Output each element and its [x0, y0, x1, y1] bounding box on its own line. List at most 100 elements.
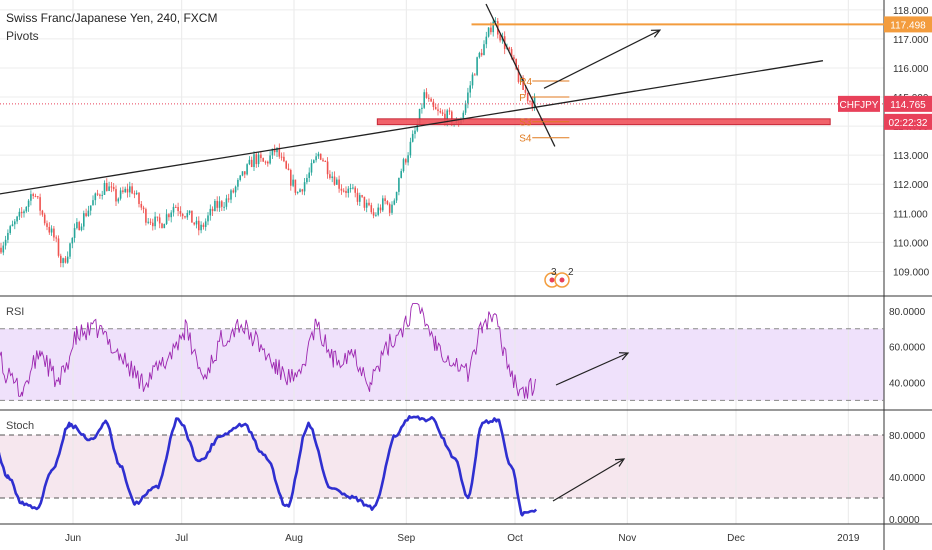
candle-down [405, 159, 407, 163]
candle-down [287, 168, 290, 171]
time-axis-tick-label: 2019 [837, 533, 860, 544]
candle-down [20, 211, 23, 214]
candle-up [485, 36, 488, 45]
candle-up [209, 208, 212, 216]
candle-up [234, 186, 237, 193]
time-axis-tick-label: Jul [175, 533, 188, 544]
rsi-band [0, 328, 884, 401]
candle-up [7, 232, 9, 240]
candle-down [372, 212, 375, 216]
candle-up [218, 201, 221, 208]
stoch-axis-tick-label: 0.0000 [889, 515, 920, 526]
candle-down [524, 89, 527, 93]
candle-down [64, 258, 67, 263]
candle-down [329, 174, 331, 178]
candle-down [131, 186, 133, 194]
candle-up [467, 92, 469, 104]
candle-down [96, 193, 99, 195]
candle-up [23, 211, 25, 214]
stoch-pane-label: Stoch [6, 420, 35, 432]
candle-up [476, 57, 478, 75]
resistance-price-badge-bg [884, 16, 932, 33]
candle-down [126, 188, 129, 193]
candle-up [306, 177, 308, 183]
grid [0, 0, 884, 524]
candle-up [494, 21, 497, 23]
candle-down [370, 205, 373, 213]
candle-down [508, 47, 511, 50]
candle-up [315, 156, 317, 161]
candle-up [119, 190, 122, 199]
candle-up [349, 188, 352, 190]
candle-up [471, 74, 474, 86]
candle-down [283, 156, 285, 162]
candle-up [204, 221, 207, 227]
rsi-projection-arrow-shaft [555, 352, 629, 386]
candle-up [375, 214, 377, 216]
time-axis-tick-label: Oct [507, 533, 523, 544]
candle-up [214, 200, 216, 212]
candle-down [181, 213, 184, 217]
candle-down [110, 186, 113, 188]
candle-up [520, 77, 522, 82]
candle-down [388, 204, 391, 213]
candle-down [425, 92, 428, 98]
rsi-axis-tick-label: 80.0000 [889, 307, 926, 318]
descending-trendline [485, 3, 556, 147]
event-dot-left [549, 277, 555, 283]
rsi-projection-arrow-head [618, 352, 630, 361]
candle-up [421, 107, 423, 109]
price-axis-tick-label: 112.000 [893, 180, 929, 191]
candle-down [499, 34, 501, 41]
candle-down [441, 112, 444, 114]
candle-down [142, 207, 145, 210]
price-axis-tick-label: 110.000 [893, 238, 929, 249]
candle-down [531, 100, 534, 108]
candle-up [409, 141, 412, 156]
price-axis-tick-label: 109.000 [893, 267, 930, 278]
candle-up [331, 176, 333, 178]
countdown-badge-bg [884, 113, 932, 130]
candle-up [76, 222, 78, 229]
candle-down [526, 92, 529, 101]
pivots-indicator-label: Pivots [6, 29, 39, 43]
candle-down [294, 179, 297, 193]
last-price-badge-text: 114.765 [890, 100, 926, 111]
price-projection-arrow-head [650, 29, 662, 38]
candle-up [163, 223, 166, 229]
candle-up [94, 193, 97, 201]
candle-down [99, 194, 101, 196]
candle-up [246, 164, 248, 175]
pivot-level-label: R4 [519, 77, 532, 88]
time-axis-tick-label: Jun [65, 533, 81, 544]
candle-down [290, 170, 292, 186]
candle-up [135, 192, 138, 195]
candle-down [46, 223, 48, 227]
candle-down [342, 190, 345, 192]
rsi-series-line [0, 303, 536, 399]
candle-down [490, 27, 492, 33]
candle-up [27, 200, 30, 207]
countdown-badge-text: 02:22:32 [889, 118, 928, 129]
candle-up [66, 256, 69, 263]
candle-down [363, 196, 366, 208]
candle-down [232, 190, 235, 193]
candle-down [221, 201, 223, 207]
candle-up [365, 202, 368, 208]
candle-up [101, 194, 103, 196]
candle-up [248, 159, 251, 165]
symbol-badge-bg [838, 95, 880, 112]
candle-up [271, 148, 274, 156]
candle-up [9, 226, 11, 233]
chart-title: Swiss Franc/Japanese Yen, 240, FXCM [6, 11, 218, 25]
candle-down [43, 214, 46, 224]
candle-down [517, 69, 520, 82]
candle-down [211, 208, 214, 212]
candle-up [69, 243, 71, 257]
events-icon[interactable]: 3 2 [540, 265, 580, 295]
candle-up [237, 179, 239, 187]
candle-up [492, 21, 494, 33]
candle-down [260, 154, 262, 159]
candle-down [480, 52, 483, 56]
candle-up [230, 190, 232, 200]
